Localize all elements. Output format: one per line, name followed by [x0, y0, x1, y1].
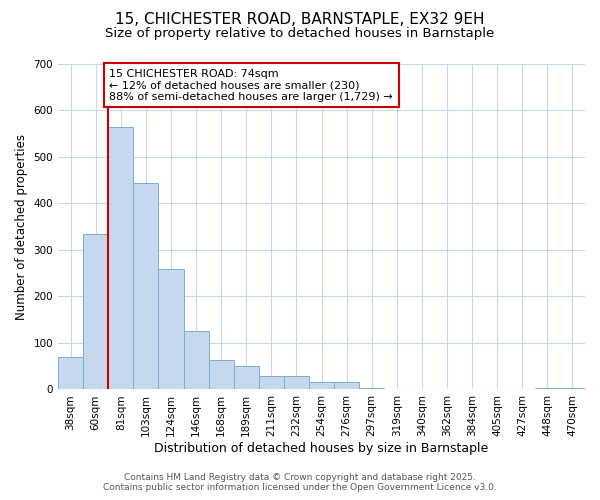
Bar — [309, 382, 334, 390]
Bar — [334, 382, 359, 390]
Bar — [158, 268, 184, 390]
Bar — [535, 388, 560, 390]
Bar — [58, 357, 83, 390]
Bar — [133, 182, 158, 390]
Bar — [209, 360, 233, 390]
Bar — [284, 376, 309, 390]
Text: Contains HM Land Registry data © Crown copyright and database right 2025.
Contai: Contains HM Land Registry data © Crown c… — [103, 473, 497, 492]
Y-axis label: Number of detached properties: Number of detached properties — [15, 134, 28, 320]
Bar — [384, 388, 409, 390]
Bar — [108, 127, 133, 390]
Bar — [259, 376, 284, 390]
Text: 15, CHICHESTER ROAD, BARNSTAPLE, EX32 9EH: 15, CHICHESTER ROAD, BARNSTAPLE, EX32 9E… — [115, 12, 485, 28]
Text: Size of property relative to detached houses in Barnstaple: Size of property relative to detached ho… — [106, 28, 494, 40]
X-axis label: Distribution of detached houses by size in Barnstaple: Distribution of detached houses by size … — [154, 442, 488, 455]
Bar — [184, 332, 209, 390]
Text: 15 CHICHESTER ROAD: 74sqm
← 12% of detached houses are smaller (230)
88% of semi: 15 CHICHESTER ROAD: 74sqm ← 12% of detac… — [109, 68, 393, 102]
Bar — [233, 366, 259, 390]
Bar — [560, 388, 585, 390]
Bar — [83, 234, 108, 390]
Bar — [359, 388, 384, 390]
Bar — [409, 388, 434, 390]
